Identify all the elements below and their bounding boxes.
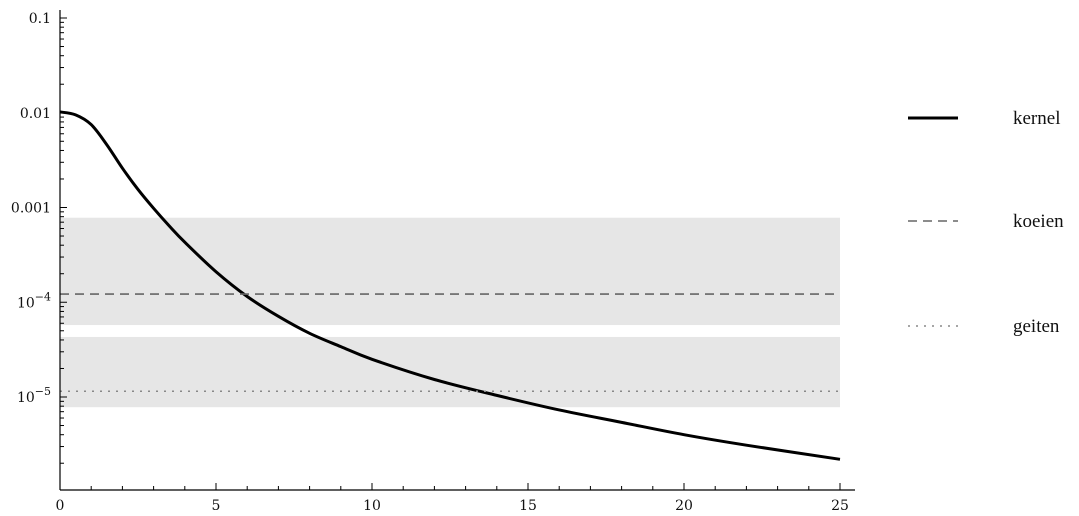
koeien-band [60,217,840,326]
x-tick-label: 20 [675,498,693,514]
koeien-legend-label: koeien [1013,211,1064,232]
y-tick-label: 0.001 [11,201,51,217]
geiten-legend-label: geiten [1013,316,1060,337]
x-tick-label: 15 [519,498,537,514]
x-tick-label: 0 [56,498,65,514]
geiten-band [60,336,840,408]
y-tick-label: 0.01 [20,106,51,122]
x-tick-label: 5 [212,498,221,514]
y-tick-label: 10−5 [17,385,51,406]
kernel-line [59,110,841,461]
y-tick-label: 10−4 [17,290,51,311]
x-tick-label: 10 [363,498,381,514]
axes: 0 5 10 15 20 25 0.1 0.01 0.001 10−4 10−5 [11,10,855,514]
kernel-legend-label: kernel [1013,108,1060,129]
legend: kernel koeien geiten [908,108,1064,337]
uncertainty-bands [60,217,840,408]
series-lines [59,110,841,461]
x-tick-label: 25 [831,498,849,514]
y-tick-label: 0.1 [29,11,51,27]
